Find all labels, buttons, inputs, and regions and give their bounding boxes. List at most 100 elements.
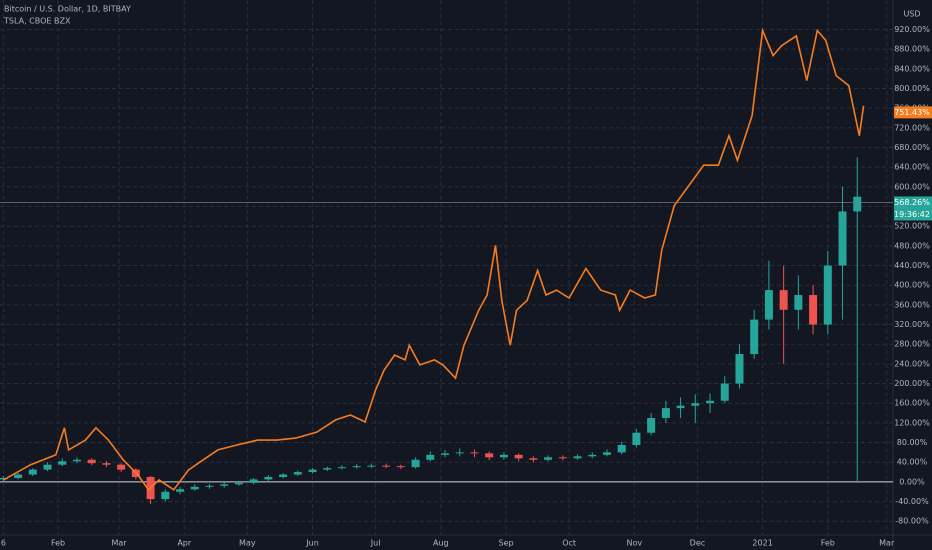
y-tick-label: 720.00%: [894, 123, 930, 132]
candle-body: [176, 489, 185, 492]
candle-body: [382, 465, 391, 467]
candle-body: [220, 484, 229, 486]
candle-body: [0, 477, 8, 480]
y-tick-label: 920.00%: [894, 25, 930, 34]
x-tick-label: Feb: [821, 539, 835, 548]
candle-body: [352, 466, 361, 468]
candle-body: [735, 354, 744, 384]
candle-body: [367, 465, 376, 467]
y-tick-label: 680.00%: [894, 143, 930, 152]
candle-body: [823, 265, 832, 325]
y-tick-label: 440.00%: [894, 261, 930, 270]
currency: USD: [903, 10, 920, 19]
x-tick-label: Mar: [879, 539, 895, 548]
y-tick-label: 840.00%: [894, 64, 930, 73]
candle-body: [190, 486, 199, 490]
legend-tsla: TSLA, CBOE BZX: [3, 17, 71, 26]
candle-body: [750, 319, 759, 355]
y-tick-label: 160.00%: [894, 399, 930, 408]
y-tick-label: 320.00%: [894, 320, 930, 329]
candle-body: [588, 454, 597, 457]
candle-body: [720, 383, 729, 401]
candle-body: [102, 463, 111, 465]
crosshair-label: 568.26%: [894, 198, 930, 207]
x-tick-label: Oct: [562, 539, 576, 548]
x-tick-label: Dec: [690, 539, 705, 548]
candle-body: [264, 476, 273, 480]
candle-body: [764, 290, 773, 320]
candle-body: [293, 472, 302, 475]
y-tick-label: 0.00%: [899, 477, 925, 486]
y-tick-label: 360.00%: [894, 300, 930, 309]
y-tick-label: 280.00%: [894, 340, 930, 349]
candle-body: [779, 290, 788, 310]
candle-body: [661, 408, 670, 418]
x-tick-label: Aug: [433, 539, 449, 548]
x-tick-label: Jun: [305, 539, 319, 548]
candle-body: [470, 452, 479, 454]
candle-body: [441, 453, 450, 455]
candle-body: [43, 464, 52, 470]
y-tick-label: 400.00%: [894, 281, 930, 290]
y-tick-label: 800.00%: [894, 84, 930, 93]
candle-body: [87, 459, 96, 464]
candle-body: [455, 452, 464, 454]
y-tick-label: 40.00%: [897, 458, 928, 467]
x-tick-label: May: [239, 539, 256, 548]
x-tick-label: Sep: [498, 539, 513, 548]
y-tick-label: 520.00%: [894, 222, 930, 231]
candle-body: [647, 417, 656, 433]
candle-body: [691, 403, 700, 406]
candle-body: [838, 211, 847, 266]
candle-body: [602, 452, 611, 455]
candle-body: [485, 453, 494, 458]
candle-body: [544, 457, 553, 460]
x-tick-label: Mar: [111, 539, 127, 548]
y-tick-label: -80.00%: [895, 517, 929, 526]
crosshair-tag: [894, 196, 932, 221]
candle-body: [499, 454, 508, 458]
candle-body: [323, 468, 332, 470]
candle-body: [514, 454, 523, 459]
price-line: [3, 27, 865, 492]
candle-body: [161, 491, 170, 500]
candle-body: [529, 458, 538, 460]
x-tick-label: Jul: [370, 539, 381, 548]
candle-body: [337, 467, 346, 469]
candle-body: [426, 454, 435, 460]
candle-body: [58, 461, 67, 465]
candle-body: [308, 469, 317, 473]
y-tick-label: 80.00%: [897, 438, 928, 447]
y-tick-label: 480.00%: [894, 241, 930, 250]
candle-body: [279, 474, 288, 477]
candle-body: [676, 405, 685, 409]
y-tick-label: 600.00%: [894, 182, 930, 191]
candle-body: [411, 459, 420, 468]
candle-body: [205, 485, 214, 487]
candle-body: [558, 457, 567, 459]
y-tick-label: 240.00%: [894, 359, 930, 368]
candle-body: [632, 432, 641, 446]
candle-body: [573, 456, 582, 459]
x-tick-label: 2021: [752, 539, 772, 548]
candle-body: [853, 196, 862, 212]
candle-body: [706, 400, 715, 404]
y-tick-label: 200.00%: [894, 379, 930, 388]
candle-body: [794, 295, 803, 310]
candle-body: [72, 459, 81, 462]
crosshair-time: 19:36:42: [894, 210, 930, 219]
candle-body: [28, 469, 37, 475]
candle-body: [249, 479, 258, 483]
candle-body: [117, 464, 126, 470]
y-tick-label: 880.00%: [894, 45, 930, 54]
y-tick-label: 120.00%: [894, 418, 930, 427]
last-price-tag: [894, 106, 932, 119]
x-tick-label: Feb: [51, 539, 65, 548]
legend-btc: Bitcoin / U.S. Dollar, 1D, BITBAY: [4, 5, 131, 14]
candle-body: [234, 482, 243, 485]
y-tick-label: -40.00%: [895, 497, 929, 506]
x-tick-label: Apr: [177, 539, 192, 548]
candle-body: [617, 445, 626, 453]
